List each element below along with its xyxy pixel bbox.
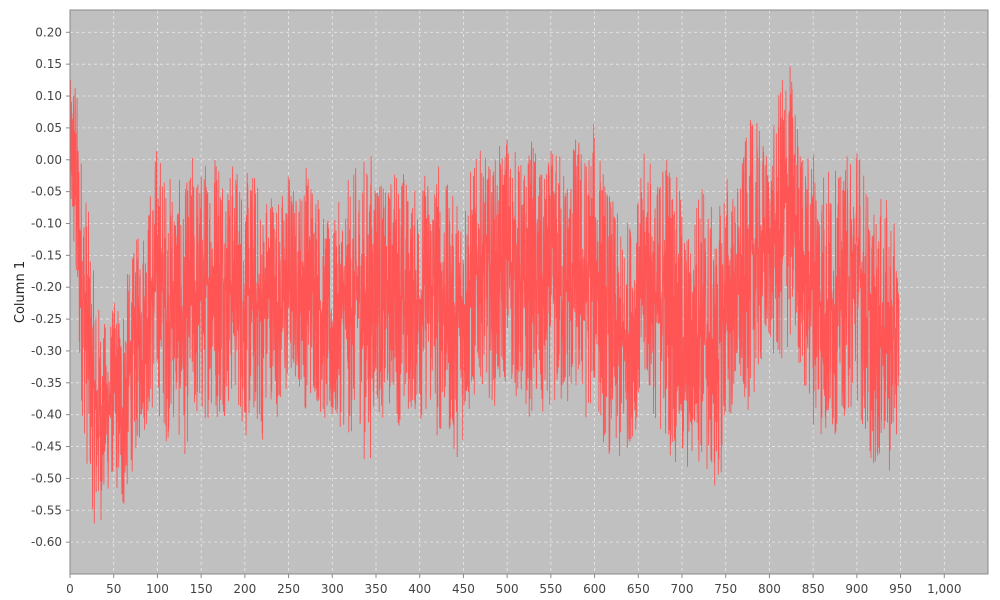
x-axis-ticks: 0 50 100 150 200 250 300 350 400 450 500 550 600 650 7… <box>66 574 961 596</box>
y-tick-label: -0.60 <box>31 535 62 549</box>
x-tick-label: 500 <box>496 582 519 596</box>
x-tick-label: 900 <box>845 582 868 596</box>
y-tick-label: -0.45 <box>31 440 62 454</box>
y-axis-title: Column 1 <box>13 261 28 323</box>
x-tick-label: 950 <box>889 582 912 596</box>
y-tick-label: -0.25 <box>31 312 62 326</box>
y-tick-label: -0.55 <box>31 503 62 517</box>
x-tick-label: 850 <box>802 582 825 596</box>
x-tick-label: 750 <box>714 582 737 596</box>
plot-area <box>69 9 989 575</box>
y-tick-label: 0.15 <box>35 57 62 71</box>
y-tick-label: -0.20 <box>31 280 62 294</box>
x-tick-label: 450 <box>452 582 475 596</box>
y-tick-label: 0.10 <box>35 89 62 103</box>
x-tick-label: 100 <box>146 582 169 596</box>
x-tick-label: 550 <box>539 582 562 596</box>
x-tick-label: 600 <box>583 582 606 596</box>
y-axis-ticks: 0.20 0.15 0.10 0.05 0.00 -0.05 -0.10 -0.15 -0.20… <box>31 25 70 549</box>
x-tick-label: 700 <box>671 582 694 596</box>
y-tick-label: -0.40 <box>31 408 62 422</box>
y-tick-label: -0.05 <box>31 185 62 199</box>
series-column-1 <box>69 66 900 524</box>
y-tick-label: -0.50 <box>31 471 62 485</box>
x-tick-label: 350 <box>365 582 388 596</box>
axes: 0 50 100 150 200 250 300 350 400 450 500 550 600 650 7… <box>31 10 988 596</box>
y-tick-label: 0.05 <box>35 121 62 135</box>
y-tick-label: -0.15 <box>31 248 62 262</box>
x-tick-label: 0 <box>66 582 74 596</box>
y-tick-label: 0.20 <box>35 25 62 39</box>
x-tick-label: 1,000 <box>927 582 961 596</box>
x-tick-label: 150 <box>190 582 213 596</box>
x-tick-label: 50 <box>106 582 121 596</box>
series-line <box>69 66 900 524</box>
x-tick-label: 250 <box>277 582 300 596</box>
y-tick-label: -0.10 <box>31 216 62 230</box>
y-tick-label: 0.00 <box>35 153 62 167</box>
x-tick-label: 400 <box>408 582 431 596</box>
x-tick-label: 800 <box>758 582 781 596</box>
x-tick-label: 650 <box>627 582 650 596</box>
y-tick-label: -0.30 <box>31 344 62 358</box>
y-tick-label: -0.35 <box>31 376 62 390</box>
x-tick-label: 200 <box>233 582 256 596</box>
x-tick-label: 300 <box>321 582 344 596</box>
